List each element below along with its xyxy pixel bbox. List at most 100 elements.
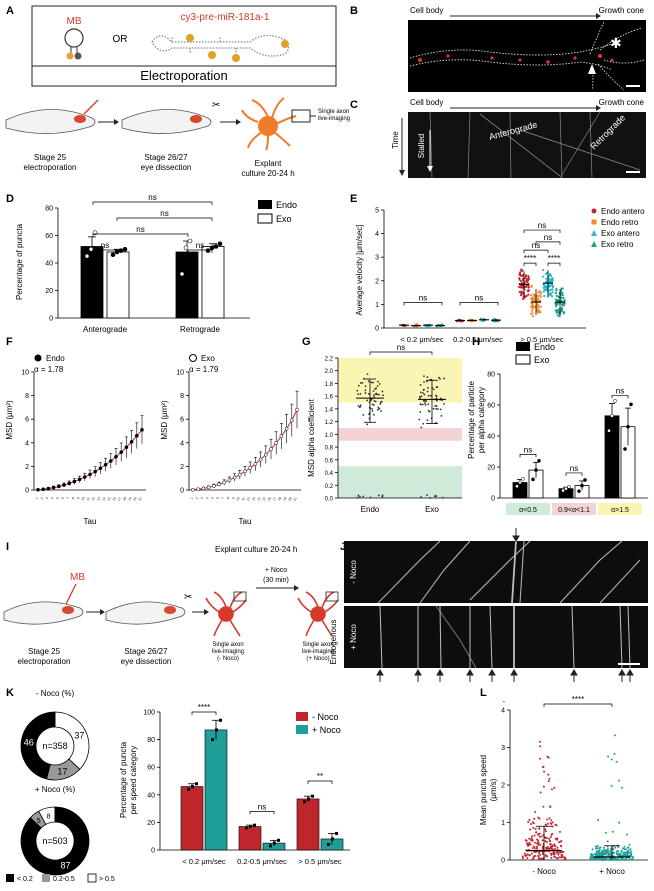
data-point [209,245,215,251]
data-point [432,388,435,391]
data-point [545,285,548,288]
k-minus-n: n=358 [42,741,67,751]
y-tick-label: 0 [25,488,29,495]
y-tick-label: 1.4 [325,407,334,413]
data-point [530,837,533,840]
data-point [539,745,542,748]
x-tick-label: 17 [117,496,122,501]
data-point [563,856,566,859]
data-point [422,422,425,425]
data-point [327,842,330,846]
x-tick-label: α>1.5 [611,507,629,514]
tadpole-dissection-icon: ✂ [121,100,220,134]
e-stars-2-label: **** [548,254,560,263]
data-point [519,285,522,288]
h-ns-2-bracket [611,395,629,399]
h-ylabel-2: per alpha category [477,387,486,453]
data-point [544,828,547,831]
data-point [545,824,548,827]
i-explant-label: Explant culture 20-24 h [215,545,297,554]
data-point [594,845,597,848]
data-point [526,844,529,847]
data-point [541,847,544,850]
data-point [567,484,571,489]
l-ylabel-1: Mean puncta speed [479,755,488,825]
arrowhead-marker [588,64,596,74]
x-tick-label: + Noco [599,867,625,876]
data-point [213,244,219,249]
category-chip [598,503,642,515]
data-point [372,413,375,416]
y-tick-label: 2 [180,464,184,471]
data-point [611,830,614,833]
g-ns-bracket [369,351,433,355]
data-point [553,786,556,789]
y-tick-label: 20 [45,288,53,295]
data-point [371,403,374,406]
e-ns-4-label: ns [544,233,552,242]
f-ylabel-exo: MSD (μm²) [160,400,169,440]
data-point [530,285,533,288]
data-point [525,277,528,281]
legend-marker [591,208,597,214]
data-point [77,477,82,482]
data-point [362,414,365,416]
single-axon-label-1: Single axon [318,109,349,115]
data-point [535,846,538,849]
data-point [599,846,602,849]
x-tick-label: 14 [256,496,261,501]
y-tick-label: 0.0 [325,497,334,503]
panel-j: J Endogenous - Noco + Noco [329,528,648,682]
data-point [361,381,364,384]
panel-letter-e: E [350,193,357,205]
mb-label: MB [67,16,82,27]
data-point [311,794,314,798]
x-tick-label: > 0.5 μm/sec [298,857,342,866]
data-point [542,785,545,788]
data-point [439,408,442,411]
data-point [542,805,545,808]
panel-c: C Cell body Growth cone Time Stalled Ant… [350,98,646,179]
data-point [419,391,422,394]
data-point [211,484,216,488]
data-point [561,856,564,859]
data-point [551,821,554,824]
category-chip [506,503,550,515]
data-point [606,848,609,851]
data-point [560,310,563,313]
data-point [551,291,554,294]
data-point [618,858,621,861]
growth-cone-label-b: Growth cone [599,6,645,15]
data-point [597,849,600,852]
data-point [425,400,428,402]
data-point [357,404,360,407]
data-point [552,851,555,854]
y-tick-label: 3 [501,745,505,752]
d-ns-5-bracket [92,201,213,205]
data-point [434,394,437,397]
data-point [419,411,422,413]
data-point [626,833,629,836]
data-point [631,858,634,861]
data-point [542,290,545,293]
data-point [528,841,531,844]
chart-g: 0.0 0.2 0.4 0.6 0.8 1.0 1.2 1.4 1.6 1.8 2.0 2.2 Endo… [325,343,462,514]
data-point [249,825,252,829]
data-point [521,277,525,281]
data-point [372,390,375,392]
g-ylabel: MSD alpha coefficient [307,398,316,476]
data-point [612,848,615,851]
y-tick-label: 100 [143,710,155,717]
y-tick-label: 80 [147,737,155,744]
y-tick-label: 6 [180,417,184,424]
x-tick-label: 0.2-0.5 μm/sec [453,335,503,344]
data-point [359,382,362,384]
data-point [435,494,438,497]
data-point [594,847,597,850]
data-point [609,849,612,852]
data-point [533,834,536,837]
data-point [601,858,604,861]
data-point [537,833,540,836]
data-point [548,777,551,780]
